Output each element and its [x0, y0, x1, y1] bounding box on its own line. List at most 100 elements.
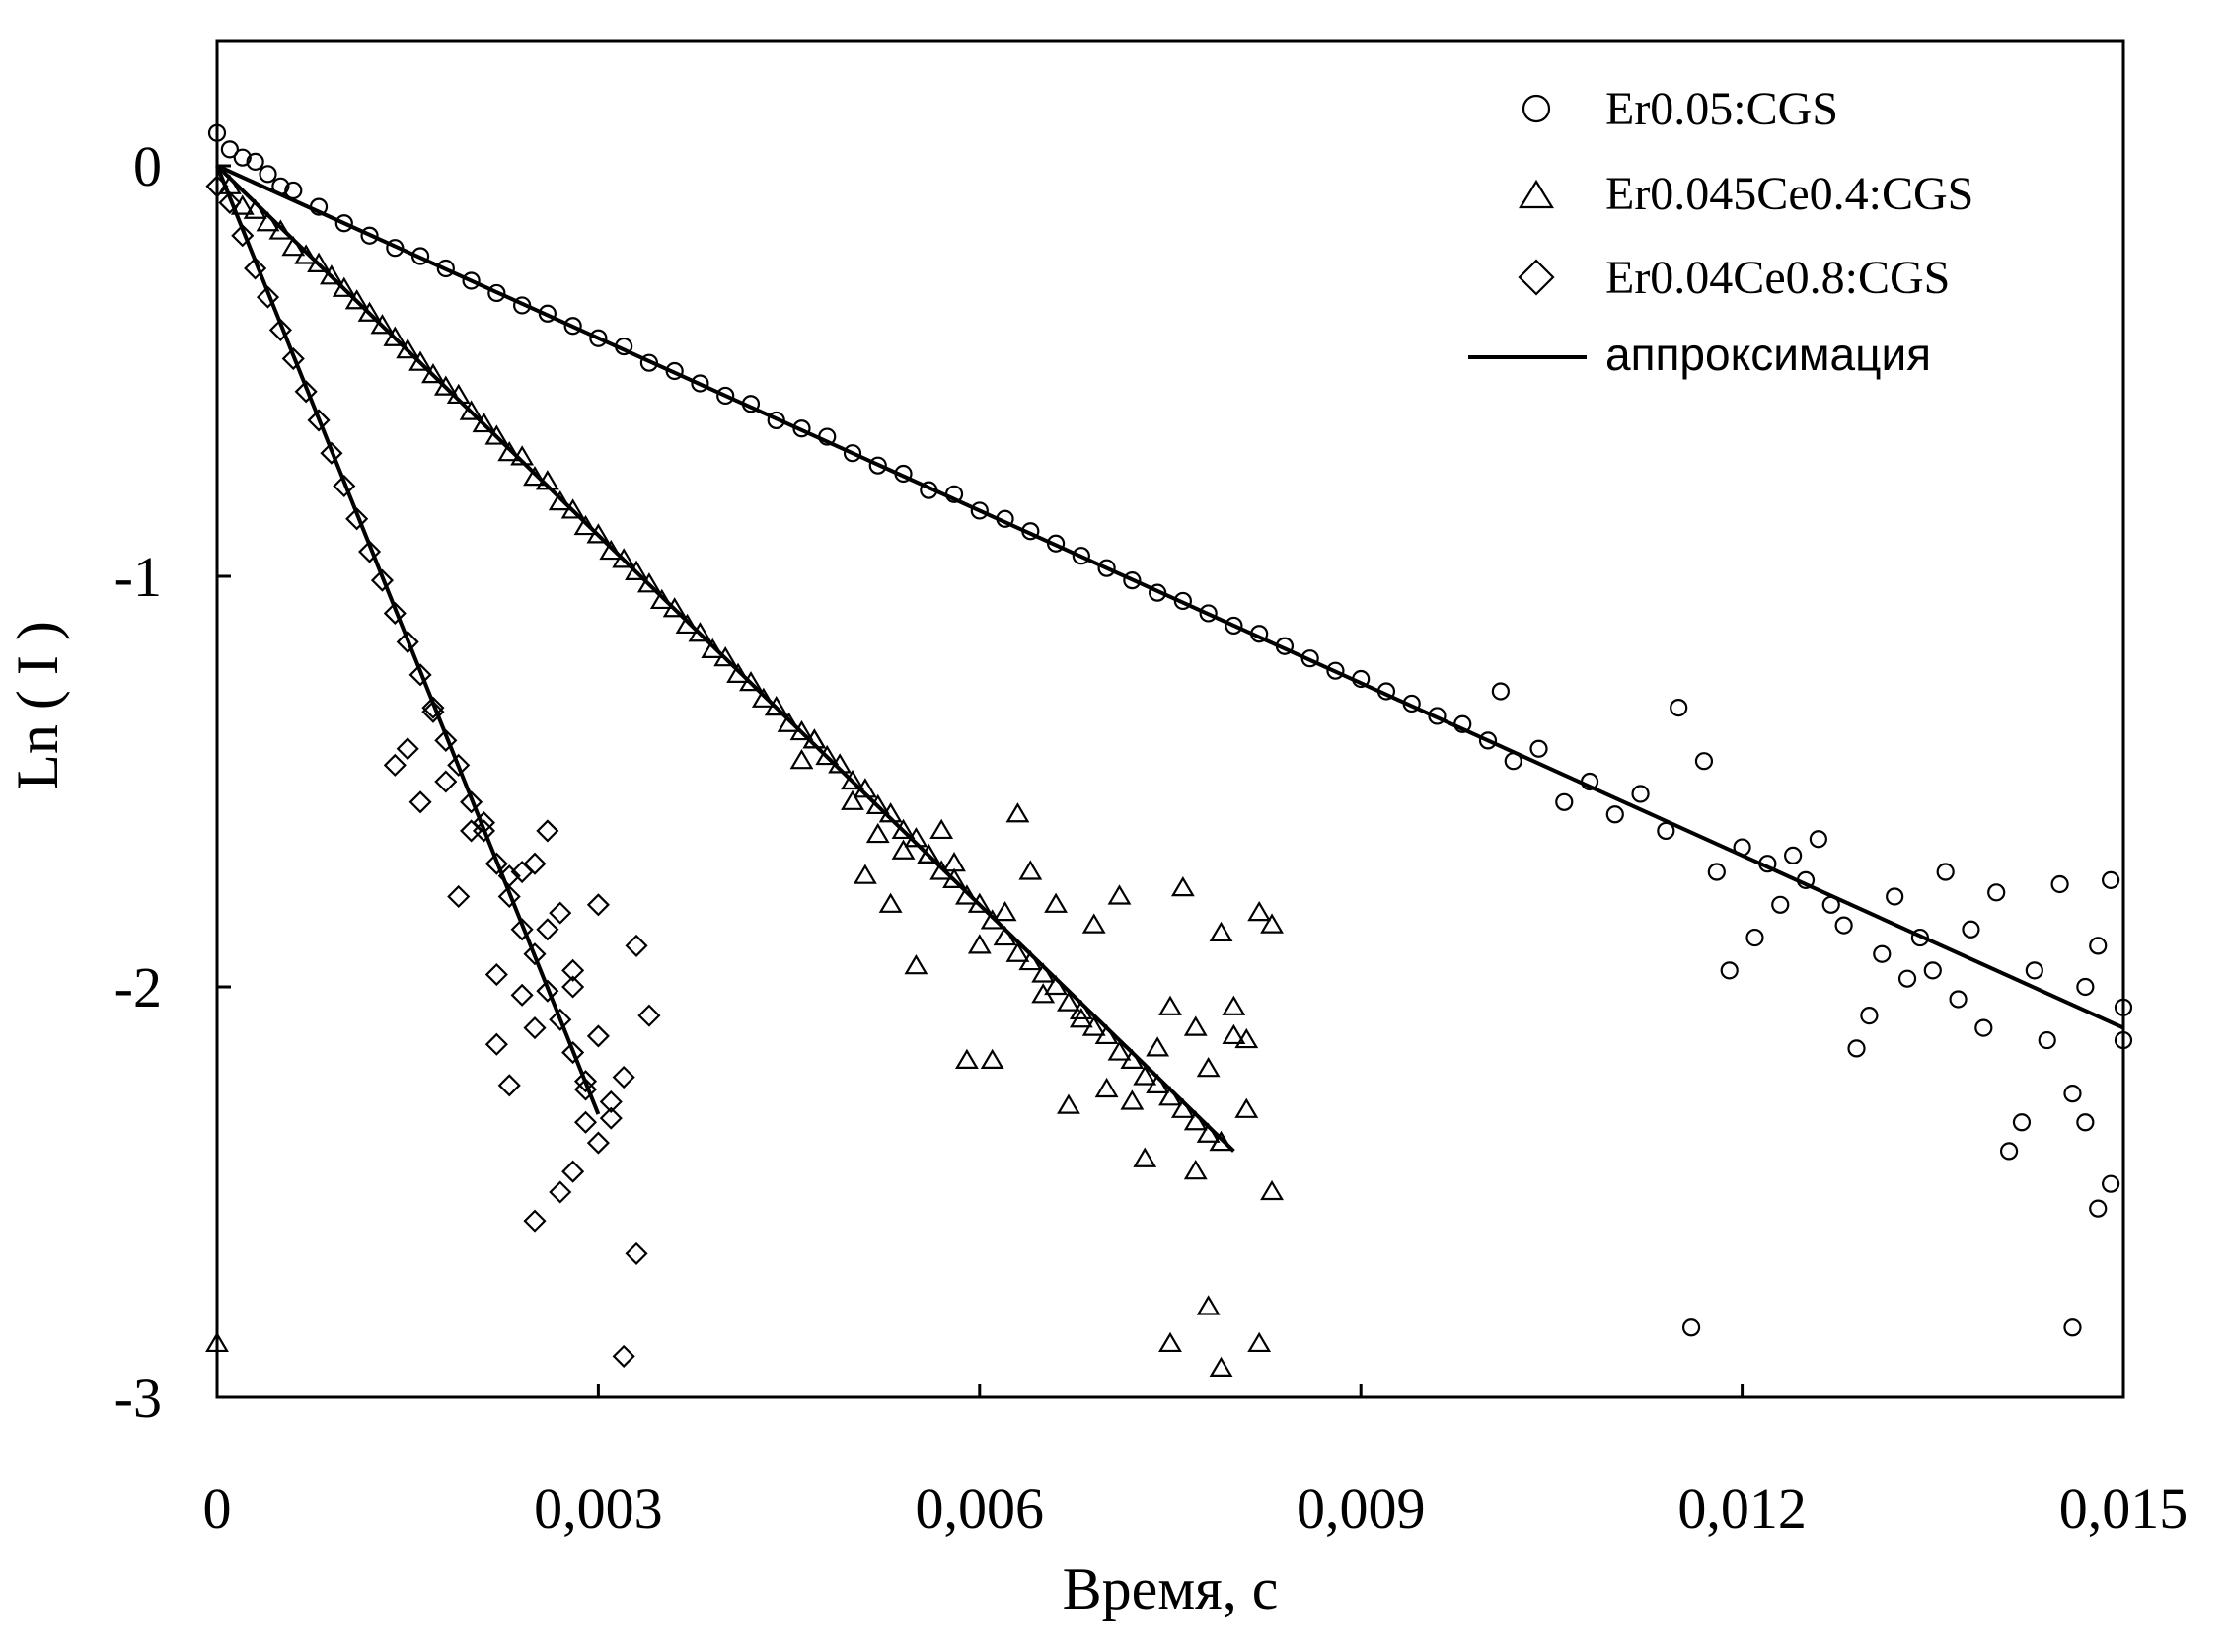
- data-point-circle: [487, 283, 506, 303]
- data-point-circle: [818, 427, 837, 446]
- data-point-triangle: [1031, 983, 1056, 1004]
- y-tick-label: -1: [114, 545, 162, 609]
- data-point-triangle: [1081, 913, 1106, 934]
- data-point-circle: [410, 247, 430, 265]
- data-point-circle: [1670, 699, 1688, 717]
- data-point-diamond: [573, 1070, 598, 1093]
- data-point-triangle: [523, 465, 547, 487]
- data-point-circle: [538, 304, 557, 323]
- data-point-triangle: [688, 622, 712, 642]
- data-point-circle: [1555, 792, 1574, 811]
- data-point-diamond: [573, 1078, 598, 1101]
- legend-label-er0045ce04: Er0.045Ce0.4:CGS: [1605, 168, 1973, 220]
- x-tick-label: 0,003: [534, 1476, 663, 1540]
- data-point-diamond: [396, 737, 419, 761]
- data-point-triangle: [1057, 1093, 1080, 1114]
- data-point-triangle: [1044, 892, 1069, 913]
- data-point-circle: [1225, 616, 1243, 636]
- data-point-diamond: [573, 1110, 598, 1134]
- data-point-circle: [2025, 961, 2043, 980]
- data-point-triangle: [268, 219, 293, 240]
- data-point-circle: [1428, 707, 1447, 725]
- data-point-diamond: [333, 474, 356, 498]
- data-point-circle: [716, 386, 735, 406]
- data-point-triangle: [1133, 1147, 1157, 1167]
- data-point-diamond: [244, 257, 267, 280]
- data-point-triangle: [865, 822, 890, 844]
- data-point-diamond: [294, 380, 318, 404]
- data-point-diamond: [586, 1024, 610, 1048]
- data-point-circle: [1847, 1039, 1866, 1058]
- data-point-circle: [1250, 625, 1269, 643]
- x-tick-label: 0,012: [1677, 1476, 1807, 1540]
- data-point-circle: [563, 317, 582, 336]
- data-point-circle: [589, 329, 608, 347]
- data-point-circle: [1962, 920, 1980, 939]
- x-axis-title: Время, с: [1063, 1556, 1279, 1621]
- data-point-circle: [1580, 772, 1599, 791]
- data-point-diamond: [549, 901, 572, 925]
- data-point-circle: [944, 485, 964, 503]
- data-point-circle: [220, 140, 239, 159]
- data-point-triangle: [599, 539, 624, 561]
- data-point-diamond: [460, 819, 483, 843]
- data-point-triangle: [243, 198, 267, 219]
- data-point-triangle: [433, 375, 458, 396]
- data-point-triangle: [802, 728, 827, 749]
- data-point-triangle: [586, 523, 611, 544]
- data-point-circle: [2038, 1030, 2056, 1050]
- data-point-circle: [2114, 998, 2133, 1016]
- data-point-circle: [2114, 1030, 2133, 1050]
- data-point-circle: [1999, 1142, 2019, 1161]
- data-point-triangle: [739, 670, 763, 692]
- data-point-diamond: [561, 958, 585, 982]
- data-point-circle: [1123, 571, 1142, 590]
- data-point-diamond: [523, 852, 547, 875]
- data-point-circle: [996, 509, 1014, 528]
- data-point-triangle: [446, 383, 471, 405]
- data-point-triangle: [1247, 1331, 1272, 1353]
- data-point-triangle: [396, 338, 420, 359]
- data-point-triangle: [815, 744, 840, 766]
- data-point-circle: [1873, 944, 1892, 963]
- data-point-triangle: [954, 884, 979, 905]
- data-point-triangle: [408, 350, 433, 371]
- data-point-circle: [233, 148, 252, 167]
- data-point-triangle: [828, 753, 853, 774]
- data-point-circle: [2063, 1085, 2082, 1103]
- data-point-circle: [1478, 731, 1498, 750]
- data-point-circle: [1796, 870, 1816, 889]
- data-point-triangle: [1005, 941, 1030, 962]
- data-point-triangle: [307, 252, 331, 272]
- data-point-diamond: [370, 568, 394, 592]
- data-point-circle: [309, 197, 329, 216]
- data-point-triangle: [383, 326, 408, 346]
- data-point-triangle: [713, 646, 738, 667]
- data-point-circle: [1376, 682, 1396, 701]
- data-point-circle: [2102, 870, 2120, 889]
- data-point-diamond: [358, 540, 382, 563]
- data-point-circle: [1199, 604, 1218, 623]
- data-point-triangle: [1247, 900, 1272, 922]
- data-point-circle: [1072, 547, 1090, 565]
- data-point-circle: [691, 374, 709, 393]
- data-point-diamond: [612, 1344, 635, 1368]
- data-point-diamond: [268, 318, 292, 341]
- data-point-triangle: [865, 793, 890, 815]
- data-point-triangle: [929, 818, 954, 840]
- data-point-diamond: [307, 409, 331, 432]
- data-point-circle: [1720, 961, 1739, 980]
- data-point-triangle: [1133, 1065, 1157, 1086]
- data-point-triangle: [1170, 875, 1195, 897]
- data-point-diamond: [561, 975, 585, 999]
- legend-triangle-marker: [1519, 179, 1554, 209]
- data-point-circle: [1745, 928, 1764, 947]
- data-point-triangle: [1031, 962, 1056, 983]
- data-point-diamond: [408, 790, 432, 814]
- data-point-circle: [1784, 846, 1803, 864]
- data-point-circle: [970, 501, 989, 520]
- data-point-diamond: [383, 601, 407, 625]
- data-point-diamond: [281, 346, 305, 371]
- data-point-diamond: [561, 1160, 585, 1183]
- data-point-triangle: [1158, 1086, 1182, 1106]
